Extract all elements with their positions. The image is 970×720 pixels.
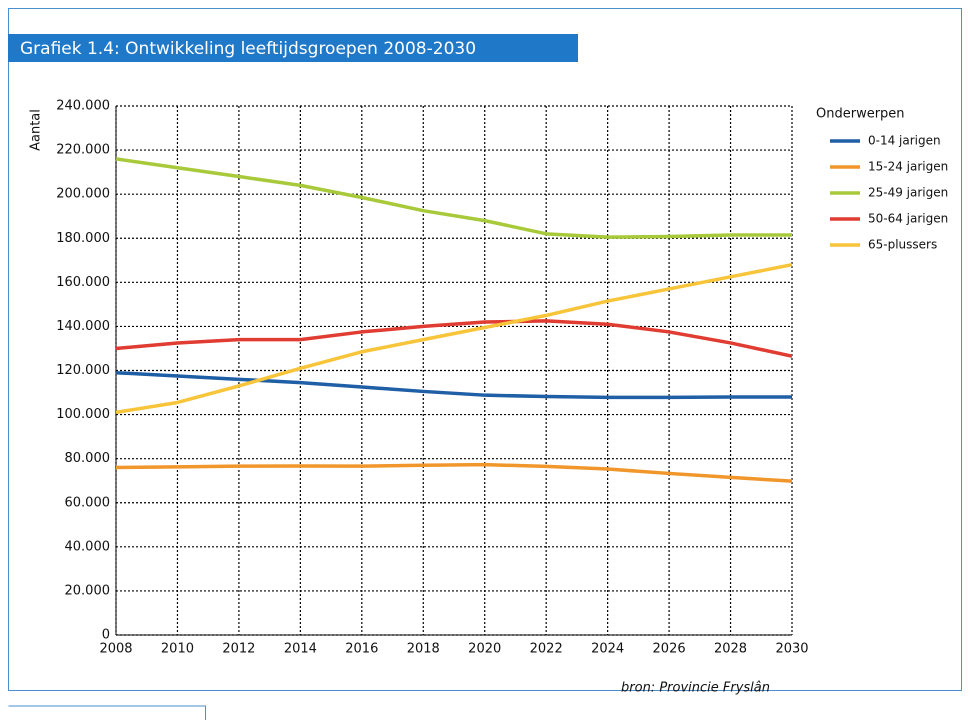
x-tick-label: 2028 bbox=[714, 642, 747, 657]
y-tick-label: 140.000 bbox=[56, 319, 110, 334]
series-line bbox=[115, 157, 792, 239]
x-tick-label: 2020 bbox=[468, 642, 501, 657]
legend-title: Onderwerpen bbox=[816, 107, 905, 122]
title-bar bbox=[8, 34, 578, 62]
y-tick-label: 40.000 bbox=[65, 539, 111, 554]
frame bbox=[8, 8, 962, 691]
y-tick-label: 100.000 bbox=[56, 407, 110, 422]
x-tick-label: 2024 bbox=[591, 642, 624, 657]
x-tick-label: 2010 bbox=[161, 642, 194, 657]
y-axis-label: Aantal bbox=[29, 109, 44, 151]
x-tick-label: 2030 bbox=[775, 642, 808, 657]
corner-box bbox=[8, 705, 206, 720]
legend-label: 15-24 jarigen bbox=[868, 160, 948, 174]
y-tick-label: 60.000 bbox=[65, 495, 111, 510]
series-line bbox=[115, 319, 793, 358]
y-tick-label: 160.000 bbox=[56, 275, 110, 290]
x-tick-label: 2012 bbox=[222, 642, 255, 657]
x-tick-label: 2008 bbox=[99, 642, 132, 657]
series-line bbox=[115, 262, 793, 415]
x-tick-label: 2014 bbox=[284, 642, 317, 657]
source: bron: Provincie Fryslân bbox=[621, 681, 770, 696]
y-tick-label: 200.000 bbox=[56, 187, 110, 202]
legend-label: 25-49 jarigen bbox=[868, 186, 948, 200]
x-tick-label: 2022 bbox=[530, 642, 563, 657]
y-tick-label: 20.000 bbox=[65, 583, 111, 598]
legend-label: 65-plussers bbox=[868, 238, 937, 252]
y-tick-label: 240.000 bbox=[56, 99, 110, 114]
x-tick-label: 2018 bbox=[407, 642, 440, 657]
y-tick-label: 120.000 bbox=[56, 363, 110, 378]
x-tick-label: 2016 bbox=[345, 642, 378, 657]
legend-label: 50-64 jarigen bbox=[868, 212, 948, 226]
chart-title: Grafiek 1.4: Ontwikkeling leeftijdsgroep… bbox=[20, 39, 476, 59]
x-tick-label: 2026 bbox=[653, 642, 686, 657]
y-tick-label: 180.000 bbox=[56, 231, 110, 246]
y-tick-label: 0 bbox=[102, 628, 110, 643]
y-tick-label: 80.000 bbox=[65, 451, 111, 466]
y-tick-label: 220.000 bbox=[56, 143, 110, 158]
series-line bbox=[115, 370, 792, 400]
series-line bbox=[115, 462, 793, 483]
legend-label: 0-14 jarigen bbox=[868, 134, 941, 148]
